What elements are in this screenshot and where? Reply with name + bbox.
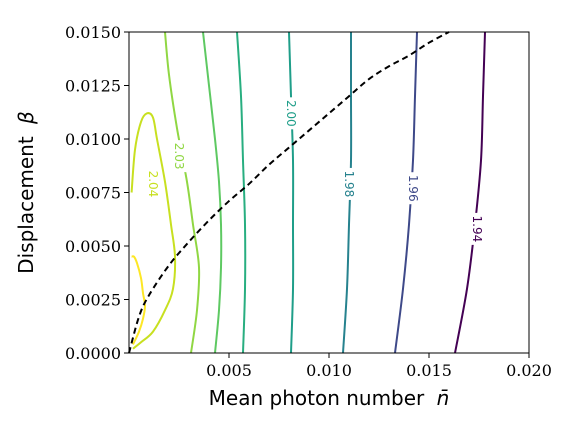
y-tick-label: 0.0075 bbox=[65, 184, 121, 203]
contour-line-2.04 bbox=[130, 112, 177, 350]
contour-label-bg bbox=[171, 140, 187, 173]
x-tick-label: 0.005 bbox=[206, 361, 252, 380]
contour-line-2.05 bbox=[131, 255, 147, 345]
contour-line-1.94 bbox=[454, 31, 486, 354]
x-axis-title-text: Mean photon number bbox=[209, 386, 425, 410]
contour-label-1.98: 1.98 bbox=[342, 171, 356, 198]
contour-label-2.04: 2.04 bbox=[146, 171, 160, 198]
y-axis-title-text: Displacement bbox=[14, 136, 38, 274]
y-axis-title-symbol: β bbox=[14, 111, 38, 125]
optimal-displacement-curve bbox=[128, 31, 450, 354]
x-axis-title: Mean photon number n̄ bbox=[209, 386, 450, 410]
contour-label-bg bbox=[405, 172, 421, 205]
contour-line-2.00 bbox=[288, 31, 295, 354]
contour-label-1.96: 1.96 bbox=[406, 175, 420, 202]
y-axis-ticks: 0.0000 0.0025 0.0050 0.0075 0.0100 0.0125 0.01… bbox=[65, 23, 129, 363]
y-tick-label: 0.0050 bbox=[65, 237, 121, 256]
contour-label-2.00: 2.00 bbox=[284, 100, 298, 127]
contour-label-bg bbox=[145, 167, 161, 200]
contour-label-2.03: 2.03 bbox=[172, 143, 186, 170]
y-tick-label: 0.0150 bbox=[65, 23, 121, 42]
x-tick-label: 0.010 bbox=[306, 361, 352, 380]
contour-line-2.02 bbox=[202, 31, 223, 354]
x-tick-label: 0.020 bbox=[506, 361, 552, 380]
contour-label-bg bbox=[341, 167, 357, 200]
contour-label-bg bbox=[469, 212, 485, 245]
x-axis-ticks: 0.005 0.010 0.015 0.020 bbox=[206, 353, 552, 380]
contour-label-group: 2.04 2.03 2.00 1.98 1.96 1.94 bbox=[145, 97, 485, 245]
y-tick-label: 0.0025 bbox=[65, 291, 121, 310]
contour-label-1.94: 1.94 bbox=[470, 216, 484, 243]
contour-label-bg bbox=[283, 97, 299, 130]
x-axis-title-symbol: n̄ bbox=[437, 386, 450, 410]
y-tick-label: 0.0100 bbox=[65, 130, 121, 149]
dashed-curve-group bbox=[128, 31, 450, 354]
y-tick-label: 0.0125 bbox=[65, 77, 121, 96]
contour-line-2.01 bbox=[236, 31, 247, 354]
contour-line-2.03 bbox=[164, 31, 201, 354]
contour-lines bbox=[130, 31, 486, 354]
y-tick-label: 0.0000 bbox=[65, 344, 121, 363]
x-tick-label: 0.015 bbox=[406, 361, 452, 380]
y-axis-title: Displacement β bbox=[14, 111, 38, 274]
